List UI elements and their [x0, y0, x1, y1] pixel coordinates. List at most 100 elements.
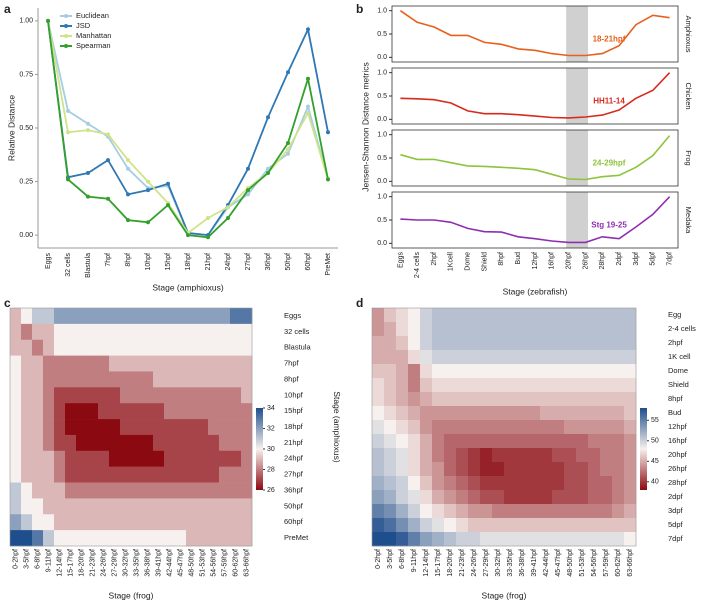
heat-cell	[384, 392, 397, 407]
heat-cell	[468, 434, 481, 449]
heat-cell	[142, 482, 154, 499]
heat-cell	[552, 434, 565, 449]
y-tick-label: 0.00	[19, 232, 33, 239]
heat-cell	[408, 350, 421, 365]
heat-cell	[408, 490, 421, 505]
heat-cell	[32, 419, 44, 436]
heat-cell	[142, 339, 154, 356]
heat-cell	[186, 450, 198, 467]
heat-cell	[230, 371, 242, 388]
heat-cell	[87, 514, 99, 531]
heat-cell	[588, 532, 601, 547]
heat-cell	[10, 308, 22, 325]
heat-cell	[131, 308, 143, 325]
heat-cell	[76, 466, 88, 483]
heat-cell	[54, 323, 66, 341]
heat-cell	[564, 434, 577, 449]
heat-cell	[76, 403, 88, 420]
heat-cell	[420, 504, 433, 519]
heat-cell	[384, 378, 397, 393]
heat-cell	[408, 322, 421, 337]
heat-cell	[420, 490, 433, 505]
x-tick-label: 7hpf	[105, 253, 112, 267]
heat-cell	[540, 448, 553, 463]
y-tick-label: 0.0	[377, 178, 387, 185]
heat-cell	[480, 336, 493, 351]
column-label: 12-14hpf	[423, 549, 430, 577]
heat-cell	[600, 350, 613, 365]
heat-cell	[164, 355, 176, 372]
heat-cell	[43, 355, 55, 372]
heat-cell	[540, 336, 553, 351]
heat-cell	[131, 339, 143, 356]
heat-cell	[612, 532, 625, 547]
heat-cell	[142, 371, 154, 388]
heat-cell	[175, 355, 187, 372]
heat-cell	[372, 490, 385, 505]
point	[286, 70, 290, 75]
heat-cell	[624, 308, 637, 323]
heat-cell	[528, 392, 541, 407]
heat-cell	[516, 406, 529, 421]
row-label: Shield	[668, 380, 689, 389]
heat-cell	[600, 336, 613, 351]
heat-cell	[480, 518, 493, 533]
heat-cell	[131, 387, 143, 404]
heat-cell	[21, 403, 33, 420]
heat-cell	[197, 355, 209, 372]
heat-cell	[444, 518, 457, 533]
column-label: 3-5hpf	[23, 549, 30, 569]
row-label: 27hpf	[284, 470, 304, 479]
heat-cell	[120, 323, 132, 341]
heat-cell	[65, 403, 77, 420]
column-label: 0-2hpf	[375, 549, 382, 569]
heat-cell	[384, 350, 397, 365]
heat-cell	[372, 518, 385, 533]
heat-cell	[87, 387, 99, 404]
x-tick-label: Bud	[515, 252, 522, 265]
heat-cell	[65, 355, 77, 372]
heat-cell	[21, 482, 33, 499]
point	[306, 27, 310, 32]
heat-cell	[109, 323, 121, 341]
heat-cell	[197, 498, 209, 515]
heat-cell	[21, 466, 33, 483]
heat-cell	[131, 466, 143, 483]
heat-cell	[456, 420, 469, 435]
point	[66, 177, 70, 182]
heat-cell	[230, 466, 242, 483]
heat-cell	[142, 450, 154, 467]
heat-cell	[540, 476, 553, 491]
heat-cell	[164, 323, 176, 341]
x-tick-label: 24hpf	[225, 253, 232, 271]
y-tick-label: 0.0	[377, 240, 387, 247]
point	[226, 205, 230, 210]
heat-cell	[408, 308, 421, 323]
x-tick-label: 15hpf	[165, 253, 172, 271]
heat-cell	[208, 403, 220, 420]
column-label: 63-66hpf	[627, 549, 634, 577]
heat-cell	[54, 482, 66, 499]
heat-cell	[612, 434, 625, 449]
heat-cell	[468, 476, 481, 491]
heat-cell	[516, 490, 529, 505]
heat-cell	[186, 514, 198, 531]
heat-cell	[219, 514, 231, 531]
colorbar-label: 34	[267, 405, 275, 412]
heat-cell	[420, 434, 433, 449]
heat-cell	[54, 498, 66, 515]
heat-cell	[208, 355, 220, 372]
heat-cell	[444, 448, 457, 463]
heat-cell	[32, 530, 44, 547]
row-label: 2dpf	[668, 492, 684, 501]
heat-cell	[175, 308, 187, 325]
heat-cell	[564, 308, 577, 323]
y-tick-label: 0.0	[377, 116, 387, 123]
y-tick-label: 1.0	[377, 194, 387, 201]
heat-cell	[456, 448, 469, 463]
heat-cell	[109, 387, 121, 404]
heat-cell	[230, 308, 242, 325]
y-tick-label: 1.0	[377, 70, 387, 77]
heat-cell	[588, 336, 601, 351]
heat-cell	[432, 406, 445, 421]
